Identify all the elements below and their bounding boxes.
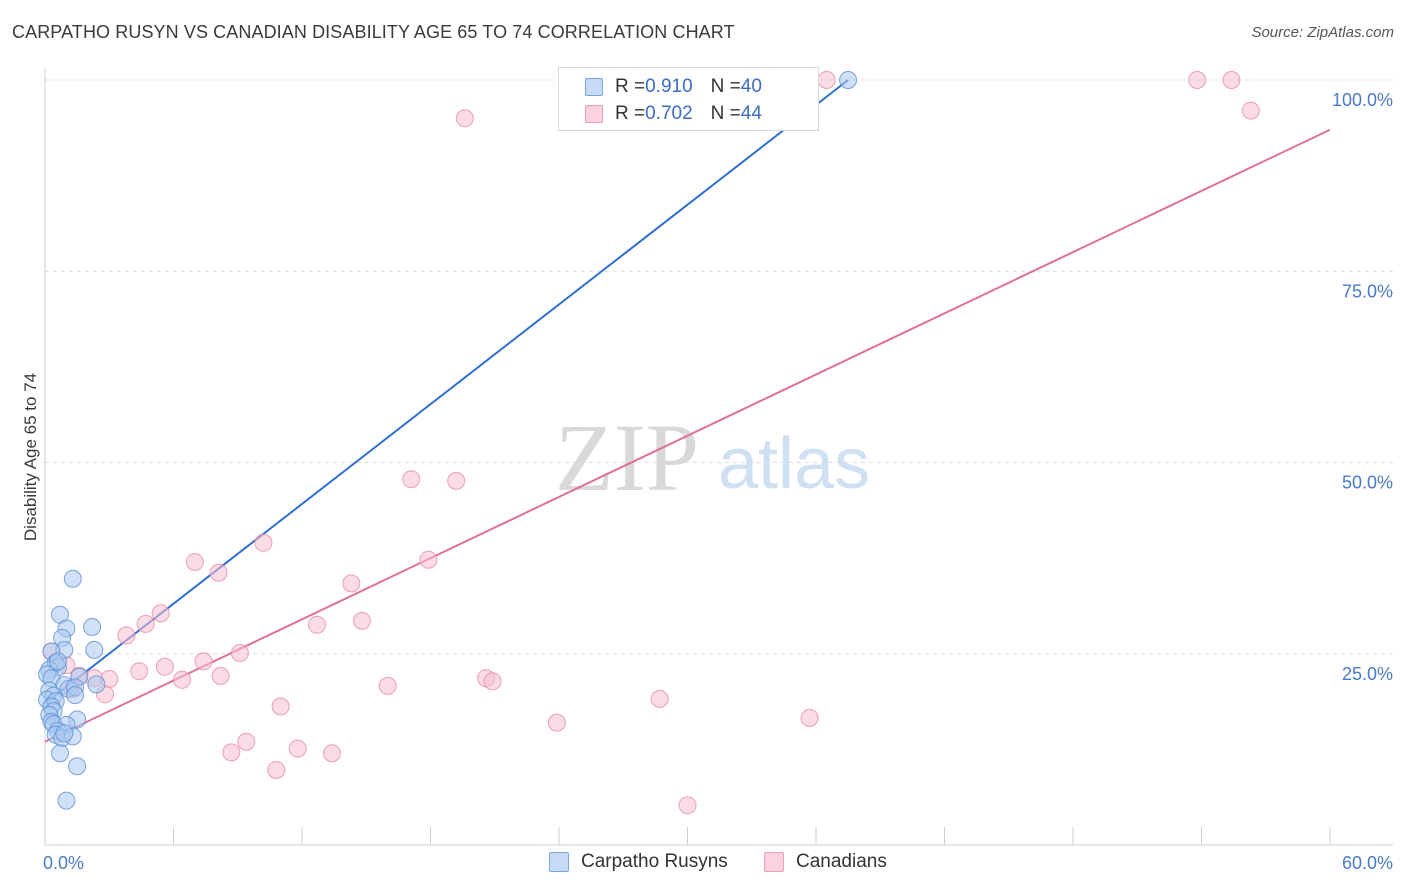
- chart-title: CARPATHO RUSYN VS CANADIAN DISABILITY AG…: [12, 22, 735, 42]
- trend-lines: [44, 79, 1331, 743]
- data-point-blue: [85, 640, 104, 659]
- y-axis-label: Disability Age 65 to 74: [21, 373, 40, 541]
- source-label: Source: ZipAtlas.com: [1251, 24, 1394, 41]
- legend-item-carpatho-rusyns: Carpatho Rusyns: [549, 851, 728, 873]
- data-point-pink: [455, 109, 474, 128]
- x-tick-label-min: 0.0%: [43, 853, 84, 873]
- legend-n-value: 40: [740, 76, 762, 97]
- data-point-pink: [1241, 101, 1260, 120]
- data-point-blue: [68, 757, 87, 776]
- legend-swatch-pink: [764, 852, 784, 872]
- legend-swatch-blue: [585, 78, 603, 96]
- data-point-blue: [839, 71, 858, 89]
- data-point-blue: [48, 652, 67, 671]
- gridlines: [45, 79, 1393, 655]
- data-point-pink: [209, 563, 228, 582]
- data-point-pink: [402, 470, 421, 489]
- data-point-blue: [57, 791, 76, 810]
- data-point-pink: [817, 71, 836, 89]
- data-point-pink: [151, 604, 170, 623]
- data-point-pink: [237, 732, 256, 751]
- y-tick-label: 25.0%: [1342, 664, 1393, 684]
- data-point-pink: [173, 670, 192, 689]
- data-point-pink: [130, 662, 149, 681]
- data-point-pink: [222, 743, 241, 762]
- legend-row-carpatho: R = 0.910 N = 40: [585, 75, 762, 99]
- x-tick-labels: 0.0% 60.0%: [43, 853, 1393, 873]
- trend-line-blue: [44, 79, 849, 705]
- x-tick-label-max: 60.0%: [1342, 853, 1393, 873]
- data-point-blue: [87, 675, 106, 694]
- data-point-blue: [63, 569, 82, 588]
- data-point-pink: [308, 615, 326, 634]
- data-point-pink: [419, 550, 438, 569]
- data-point-pink: [194, 652, 213, 671]
- data-point-pink: [271, 697, 290, 716]
- data-point-pink: [342, 574, 361, 593]
- data-point-pink: [117, 626, 136, 645]
- data-point-pink: [185, 553, 204, 571]
- legend-label: Canadians: [796, 851, 887, 872]
- data-point-pink: [378, 676, 397, 695]
- data-point-pink: [267, 761, 286, 779]
- data-point-pink: [483, 672, 502, 691]
- data-point-pink: [547, 713, 566, 732]
- trend-line-pink: [44, 128, 1331, 743]
- data-point-pink: [288, 739, 307, 758]
- data-point-pink: [1188, 71, 1207, 89]
- data-point-pink: [211, 666, 230, 685]
- data-point-pink: [1222, 71, 1241, 89]
- data-point-blue: [66, 686, 84, 705]
- y-tick-label: 100.0%: [1332, 90, 1393, 110]
- data-point-pink: [155, 657, 174, 676]
- data-point-pink: [136, 614, 155, 633]
- legend-n-label: N =: [710, 76, 741, 97]
- data-point-pink: [353, 611, 371, 630]
- legend-row-canadians: R = 0.702 N = 44: [585, 102, 762, 126]
- data-point-pink: [650, 689, 669, 708]
- data-point-pink: [230, 644, 249, 662]
- y-tick-labels: 25.0% 50.0% 75.0% 100.0%: [1332, 90, 1393, 684]
- y-tick-label: 50.0%: [1342, 473, 1393, 493]
- legend-r-value: 0.910: [645, 76, 693, 97]
- legend-r-label: R =: [615, 76, 646, 97]
- data-point-blue: [83, 618, 102, 636]
- data-point-pink: [800, 709, 819, 727]
- legend-r-label: R =: [615, 103, 646, 124]
- watermark-atlas: atlas: [718, 424, 870, 504]
- data-point-blue: [55, 724, 74, 743]
- data-point-pink: [323, 744, 341, 763]
- data-point-pink: [447, 471, 466, 490]
- legend-swatch-blue: [549, 852, 569, 872]
- data-point-pink: [254, 533, 273, 552]
- legend-label: Carpatho Rusyns: [581, 851, 728, 872]
- legend-swatch-pink: [585, 105, 603, 123]
- legend-n-label: N =: [710, 103, 741, 124]
- watermark: ZIP atlas: [555, 404, 870, 511]
- correlation-legend: R = 0.910 N = 40 R = 0.702 N = 44: [558, 67, 819, 131]
- legend-n-value: 44: [740, 103, 762, 124]
- y-tick-label: 75.0%: [1342, 281, 1393, 301]
- data-point-pink: [678, 796, 697, 815]
- data-point-blue: [51, 744, 69, 763]
- legend-r-value: 0.702: [645, 103, 693, 124]
- legend-item-canadians: Canadians: [764, 851, 887, 873]
- watermark-zip: ZIP: [555, 404, 699, 511]
